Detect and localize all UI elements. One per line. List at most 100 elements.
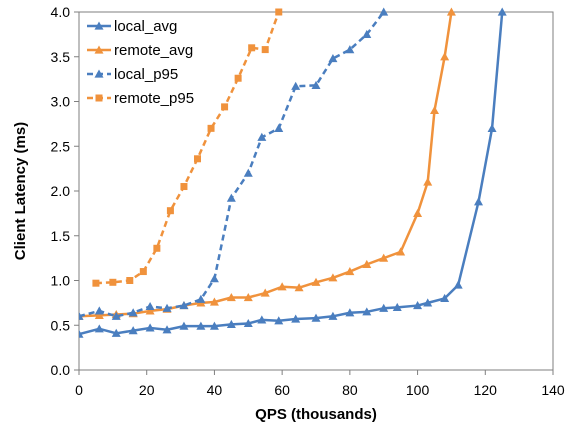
data-point	[226, 293, 236, 302]
data-point	[277, 282, 287, 291]
data-point	[209, 274, 219, 283]
legend-label: local_p95	[114, 66, 178, 83]
y-tick-label: 3.0	[51, 94, 71, 110]
data-point	[311, 80, 321, 89]
data-point	[328, 311, 338, 320]
data-point	[128, 308, 138, 317]
data-point	[423, 177, 433, 186]
data-point	[94, 306, 104, 315]
data-point	[328, 273, 338, 282]
data-point	[162, 303, 172, 312]
data-point	[226, 319, 236, 328]
legend-item: remote_p95	[87, 90, 194, 107]
data-point	[196, 294, 206, 303]
data-point	[440, 293, 450, 302]
data-point	[79, 311, 84, 320]
data-point	[291, 314, 301, 323]
data-point	[311, 277, 321, 286]
data-point	[111, 328, 121, 337]
data-point	[145, 301, 155, 311]
data-point	[423, 298, 433, 307]
data-point	[221, 103, 229, 111]
legend-label: remote_p95	[114, 90, 194, 107]
legend-marker	[94, 69, 104, 78]
axis-ticks: 0 20 40 60 80 100 120 140 0.0 0.5 1.0 1.5 2.0 2.5 3.0 3…	[51, 4, 565, 398]
x-tick-label: 100	[406, 382, 430, 398]
legend-item: remote_avg	[87, 42, 193, 59]
y-tick-label: 2.0	[51, 183, 71, 199]
y-tick-label: 1.5	[51, 228, 71, 244]
y-tick-label: 4.0	[51, 4, 71, 20]
data-point	[94, 310, 104, 320]
y-tick-label: 0.5	[51, 317, 71, 333]
data-point	[474, 197, 484, 206]
data-point	[92, 279, 100, 287]
data-point	[362, 307, 372, 316]
data-point	[243, 168, 253, 177]
y-tick-label: 1.0	[51, 273, 71, 289]
data-point	[209, 297, 219, 306]
legend-label: remote_avg	[114, 42, 193, 59]
series-line	[95, 11, 280, 285]
y-tick-label: 2.5	[51, 138, 71, 154]
data-point	[260, 288, 270, 297]
data-point	[379, 7, 389, 16]
data-point	[79, 329, 84, 338]
series-local-avg	[79, 7, 507, 338]
data-point	[413, 208, 423, 217]
data-point	[379, 303, 389, 312]
data-point	[166, 207, 174, 215]
data-point	[196, 321, 206, 330]
data-point	[392, 302, 402, 311]
data-point	[345, 45, 355, 54]
data-point	[226, 193, 236, 202]
data-point	[145, 323, 155, 332]
data-point	[243, 293, 253, 302]
data-point	[362, 259, 372, 268]
data-point	[291, 81, 301, 90]
data-point	[179, 321, 189, 330]
x-tick-label: 120	[474, 382, 498, 398]
x-tick-label: 0	[75, 382, 83, 398]
data-point	[430, 105, 439, 115]
data-point	[234, 74, 242, 82]
data-point	[487, 123, 497, 132]
data-point	[345, 308, 355, 317]
legend-label: local_avg	[114, 18, 177, 35]
data-point	[207, 124, 215, 132]
data-point	[446, 7, 456, 16]
data-point	[379, 253, 389, 262]
data-point	[243, 318, 253, 328]
data-point	[126, 277, 134, 284]
x-tick-label: 140	[541, 382, 565, 398]
data-point	[257, 132, 267, 141]
data-point	[413, 301, 423, 310]
legend-item: local_avg	[87, 18, 177, 35]
data-point	[396, 247, 406, 256]
data-point	[274, 123, 284, 132]
data-point	[179, 301, 189, 310]
legend-item: local_p95	[87, 66, 178, 83]
series-remote-p95	[92, 8, 283, 287]
data-point	[248, 44, 256, 52]
series-line	[79, 11, 504, 336]
series-local-p95	[79, 7, 389, 320]
data-point	[328, 54, 338, 63]
legend: local_avg remote_avg local_p95 remote_p95	[87, 18, 194, 107]
y-axis-title: Client Latency (ms)	[12, 122, 29, 260]
data-point	[128, 326, 138, 335]
y-tick-label: 3.5	[51, 49, 71, 65]
data-point	[275, 8, 283, 16]
legend-marker	[94, 21, 104, 30]
data-point	[194, 155, 201, 163]
legend-marker	[94, 45, 104, 54]
data-point	[94, 324, 104, 333]
data-point	[311, 313, 321, 322]
data-point	[111, 311, 121, 320]
data-point	[180, 183, 188, 191]
x-tick-label: 40	[207, 382, 223, 398]
data-point	[362, 29, 372, 38]
data-point	[139, 268, 147, 276]
x-tick-label: 20	[139, 382, 155, 398]
